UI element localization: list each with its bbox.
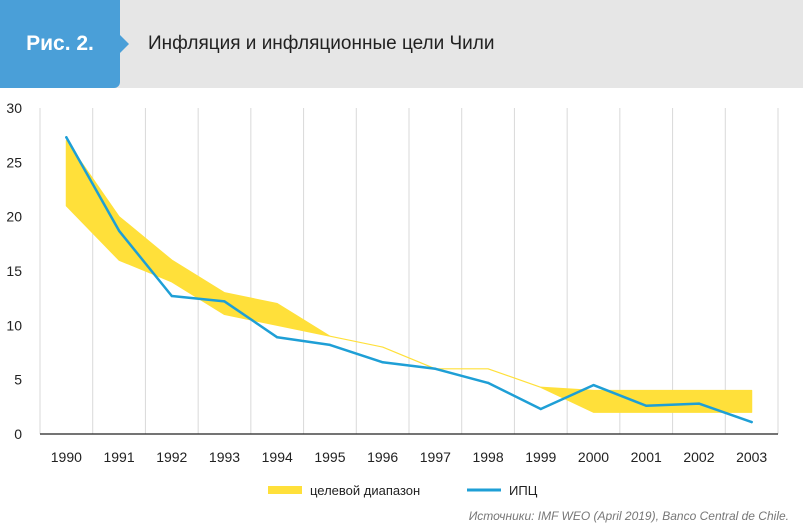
x-tick-label: 1995 xyxy=(314,449,345,465)
cpi-point xyxy=(328,343,332,347)
cpi-point xyxy=(592,383,595,387)
figure-header: Рис. 2. Инфляция и инфляционные цели Чил… xyxy=(0,0,803,88)
x-tick-label: 1992 xyxy=(156,449,187,465)
cpi-point xyxy=(645,404,648,407)
chart-area: 0 5 10 15 20 25 30 1990 1991 1992 1993 1994 1995 1996… xyxy=(6,100,779,498)
y-tick-label: 25 xyxy=(6,154,22,170)
cpi-series xyxy=(65,136,753,424)
cpi-point xyxy=(697,402,701,405)
cpi-point xyxy=(276,336,279,339)
figure-badge: Рис. 2. xyxy=(0,0,120,88)
x-tick-label: 2000 xyxy=(578,449,609,465)
cpi-point xyxy=(65,136,68,139)
x-tick-label: 2002 xyxy=(683,449,714,465)
axes: 0 5 10 15 20 25 30 1990 1991 1992 1993 1994 1995 1996… xyxy=(6,100,778,465)
y-tick-label: 15 xyxy=(6,263,22,279)
x-tick-label: 1994 xyxy=(262,449,293,465)
cpi-point xyxy=(381,361,384,364)
figure-number: Рис. 2. xyxy=(26,32,94,55)
cpi-point xyxy=(223,300,226,303)
x-tick-label: 1993 xyxy=(209,449,240,465)
y-tick-label: 30 xyxy=(6,100,22,116)
grid-lines xyxy=(39,108,779,434)
legend-band-swatch xyxy=(268,486,302,494)
y-tick-label: 20 xyxy=(6,209,22,225)
cpi-line xyxy=(65,136,753,424)
y-tick-label: 5 xyxy=(14,372,22,388)
cpi-point xyxy=(170,294,173,298)
chart-title: Инфляция и инфляционные цели Чили xyxy=(148,33,495,54)
legend-band-label: целевой диапазон xyxy=(310,483,420,498)
x-tick-label: 2001 xyxy=(631,449,662,465)
x-tick-label: 1997 xyxy=(420,449,451,465)
cpi-point xyxy=(539,407,542,411)
x-tick-label: 2003 xyxy=(736,449,767,465)
x-tick-label: 1996 xyxy=(367,449,398,465)
cpi-point xyxy=(486,381,490,385)
y-tick-label: 10 xyxy=(6,317,22,333)
cpi-point xyxy=(750,420,753,424)
target-band xyxy=(65,139,753,413)
legend-line-label: ИПЦ xyxy=(509,483,538,498)
target-band-area xyxy=(65,139,753,413)
x-tick-label: 1991 xyxy=(103,449,134,465)
legend: целевой диапазон ИПЦ xyxy=(268,483,538,498)
cpi-point xyxy=(434,367,437,370)
y-tick-label: 0 xyxy=(14,426,22,442)
x-tick-label: 1999 xyxy=(525,449,556,465)
x-tick-label: 1998 xyxy=(472,449,503,465)
cpi-point xyxy=(117,229,121,232)
badge-arrow-icon xyxy=(120,35,129,53)
source-note: Источники: IMF WEO (April 2019), Banco C… xyxy=(468,509,789,523)
x-tick-label: 1990 xyxy=(51,449,82,465)
